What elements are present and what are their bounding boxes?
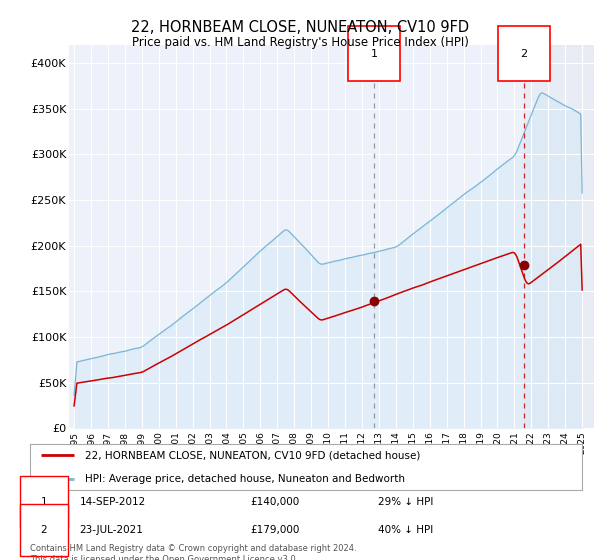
Text: 29% ↓ HPI: 29% ↓ HPI (378, 497, 433, 507)
Text: 22, HORNBEAM CLOSE, NUNEATON, CV10 9FD (detached house): 22, HORNBEAM CLOSE, NUNEATON, CV10 9FD (… (85, 450, 421, 460)
Text: 23-JUL-2021: 23-JUL-2021 (80, 525, 143, 535)
Bar (524, 45, 594, 428)
Text: Contains HM Land Registry data © Crown copyright and database right 2024.
This d: Contains HM Land Registry data © Crown c… (30, 544, 356, 560)
Text: 2: 2 (40, 525, 47, 535)
Text: £179,000: £179,000 (251, 525, 300, 535)
Text: 2: 2 (520, 49, 527, 59)
Text: 1: 1 (40, 497, 47, 507)
Text: 1: 1 (370, 49, 377, 59)
Text: 14-SEP-2012: 14-SEP-2012 (80, 497, 146, 507)
Text: 22, HORNBEAM CLOSE, NUNEATON, CV10 9FD: 22, HORNBEAM CLOSE, NUNEATON, CV10 9FD (131, 20, 469, 35)
Text: Price paid vs. HM Land Registry's House Price Index (HPI): Price paid vs. HM Land Registry's House … (131, 36, 469, 49)
Text: HPI: Average price, detached house, Nuneaton and Bedworth: HPI: Average price, detached house, Nune… (85, 474, 405, 483)
Text: £140,000: £140,000 (251, 497, 300, 507)
Text: 40% ↓ HPI: 40% ↓ HPI (378, 525, 433, 535)
